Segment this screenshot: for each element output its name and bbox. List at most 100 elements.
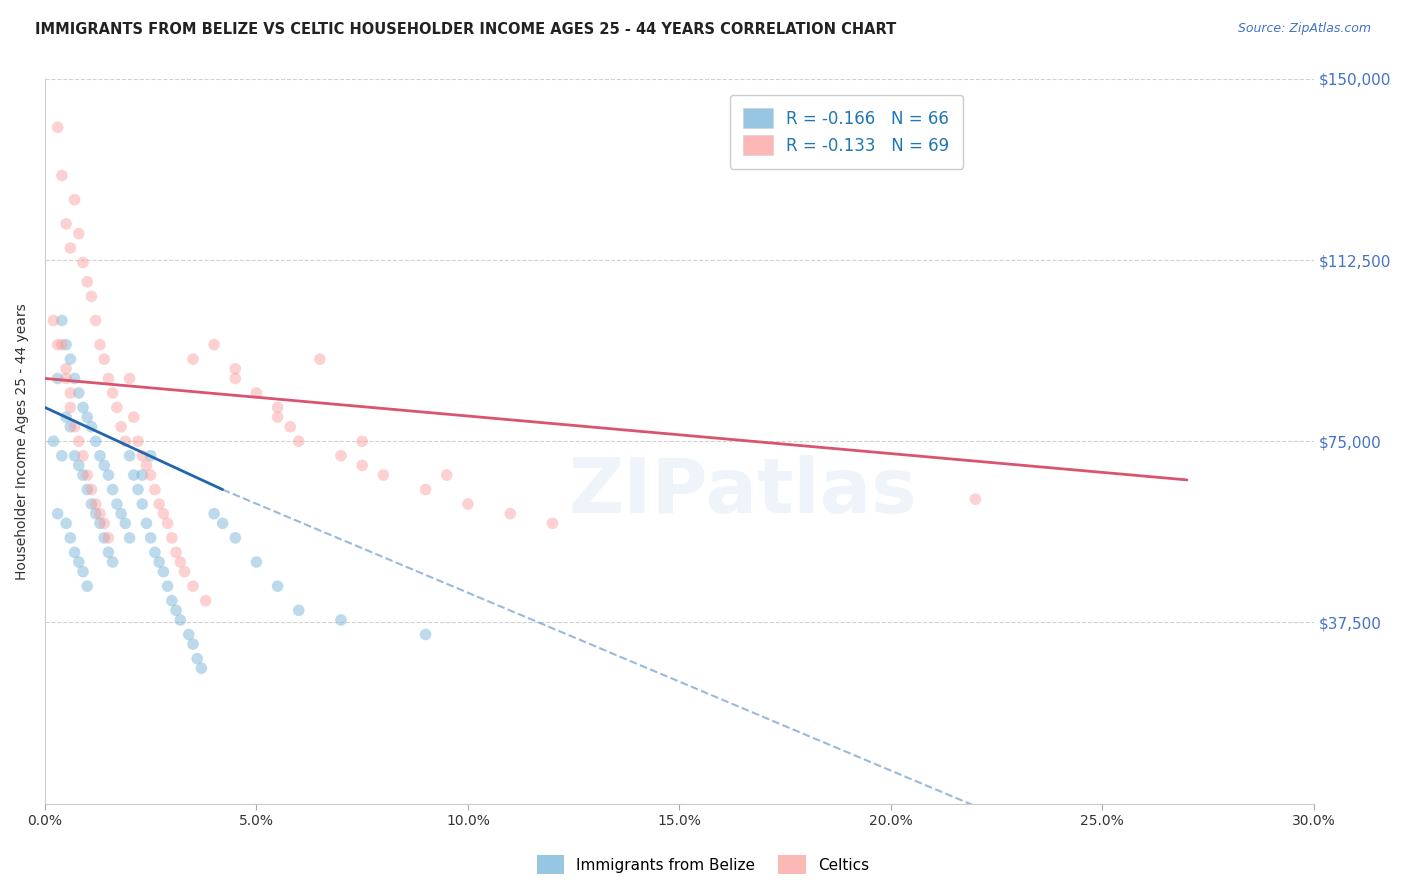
Point [148,497,170,511]
Point [46,371,69,385]
Point [245,555,267,569]
Point [139,449,162,463]
Point [46,507,69,521]
Point [135,458,157,473]
Point [127,483,149,497]
Point [93,531,115,545]
Point [122,468,145,483]
Y-axis label: Householder Income Ages 25 - 44 years: Householder Income Ages 25 - 44 years [15,303,30,580]
Legend: R = -0.166   N = 66, R = -0.133   N = 69: R = -0.166 N = 66, R = -0.133 N = 69 [730,95,963,169]
Point [42,313,65,327]
Point [156,516,179,531]
Point [72,255,94,269]
Point [135,516,157,531]
Point [202,507,225,521]
Point [457,497,479,511]
Point [127,434,149,449]
Point [46,337,69,351]
Point [165,603,187,617]
Point [415,483,437,497]
Point [89,337,111,351]
Point [101,483,124,497]
Point [89,507,111,521]
Point [152,507,174,521]
Point [436,468,458,483]
Point [80,497,103,511]
Point [118,449,141,463]
Point [67,434,90,449]
Point [415,627,437,641]
Point [131,497,153,511]
Point [110,507,132,521]
Point [55,371,77,385]
Point [55,337,77,351]
Point [84,507,107,521]
Point [266,410,288,425]
Point [373,468,395,483]
Point [143,545,166,559]
Point [84,313,107,327]
Point [72,449,94,463]
Point [105,497,128,511]
Point [352,434,374,449]
Point [59,241,82,255]
Point [63,449,86,463]
Point [76,410,98,425]
Point [72,468,94,483]
Point [97,545,120,559]
Point [160,531,183,545]
Point [211,516,233,531]
Point [224,371,246,385]
Point [63,419,86,434]
Point [965,492,987,507]
Point [224,531,246,545]
Point [51,337,73,351]
Point [67,555,90,569]
Point [46,120,69,135]
Point [80,483,103,497]
Point [55,361,77,376]
Point [122,410,145,425]
Point [181,352,204,367]
Point [160,593,183,607]
Point [59,386,82,401]
Point [80,419,103,434]
Point [76,468,98,483]
Point [89,449,111,463]
Point [55,516,77,531]
Point [101,555,124,569]
Point [76,483,98,497]
Point [131,468,153,483]
Point [63,371,86,385]
Point [63,193,86,207]
Point [51,169,73,183]
Point [93,516,115,531]
Point [156,579,179,593]
Point [148,555,170,569]
Point [59,419,82,434]
Point [97,371,120,385]
Point [84,434,107,449]
Point [194,593,217,607]
Point [330,449,353,463]
Point [169,613,191,627]
Point [309,352,332,367]
Point [143,483,166,497]
Point [139,531,162,545]
Point [59,531,82,545]
Point [173,565,195,579]
Point [110,419,132,434]
Point [330,613,353,627]
Point [63,545,86,559]
Point [165,545,187,559]
Text: IMMIGRANTS FROM BELIZE VS CELTIC HOUSEHOLDER INCOME AGES 25 - 44 YEARS CORRELATI: IMMIGRANTS FROM BELIZE VS CELTIC HOUSEHO… [35,22,897,37]
Point [59,401,82,415]
Point [131,449,153,463]
Point [245,386,267,401]
Point [287,434,309,449]
Point [181,637,204,651]
Point [55,410,77,425]
Point [76,275,98,289]
Point [80,289,103,303]
Point [118,531,141,545]
